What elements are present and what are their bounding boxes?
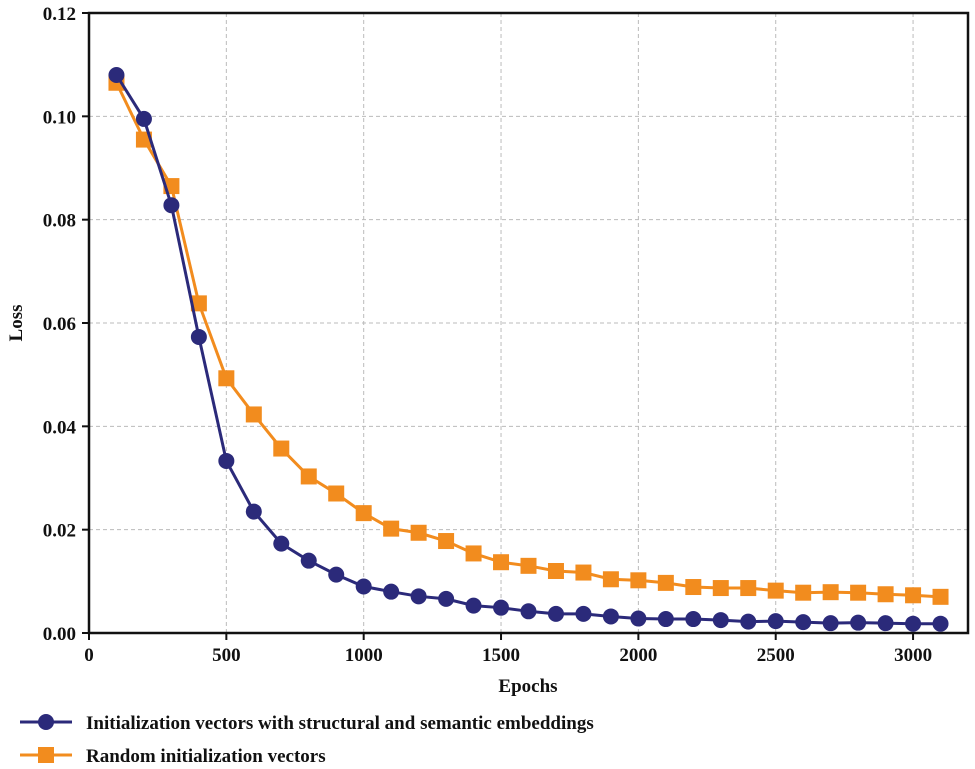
ticks: 0 500 1000 1500 2000 2500 3000 0.00 0.02 0.04 0.06…: [43, 4, 932, 666]
x-tick-label: 2000: [619, 645, 657, 666]
data-point-circle: [877, 615, 894, 632]
data-point-circle: [767, 613, 784, 630]
data-point-circle: [740, 613, 757, 630]
data-point-square: [547, 563, 564, 579]
data-point-square: [410, 524, 427, 541]
data-point-circle: [795, 614, 812, 631]
data-point-circle: [850, 614, 867, 631]
data-point-square: [795, 584, 812, 601]
data-point-circle: [520, 603, 537, 620]
data-point-square: [712, 580, 729, 597]
x-tick-label: 1000: [345, 645, 383, 666]
data-point-circle: [630, 610, 647, 627]
data-point-square: [657, 574, 674, 591]
y-tick-label: 0.12: [43, 4, 76, 25]
x-axis-label: Epochs: [498, 676, 557, 697]
data-point-circle: [932, 615, 949, 632]
x-tick-label: 1500: [482, 645, 520, 666]
data-point-circle: [575, 605, 592, 622]
y-axis-label: Loss: [6, 305, 27, 342]
data-point-circle: [190, 328, 207, 345]
data-point-square: [630, 572, 647, 589]
data-point-square: [355, 505, 372, 522]
data-point-square: [493, 554, 510, 571]
data-point-square: [575, 564, 592, 581]
data-point-circle: [218, 452, 235, 469]
y-tick-label: 0.06: [43, 314, 76, 335]
data-point-circle: [383, 583, 400, 600]
y-tick-label: 0.00: [43, 624, 76, 645]
y-tick-label: 0.02: [43, 521, 76, 542]
data-point-square: [932, 588, 949, 605]
data-point-circle: [547, 605, 564, 622]
data-point-square: [190, 295, 207, 312]
series-layer: [108, 67, 949, 632]
data-point-square: [822, 584, 839, 601]
legend-marker-square: [38, 747, 54, 763]
legend-item-structural: Initialization vectors with structural a…: [20, 713, 594, 734]
data-point-circle: [163, 197, 180, 214]
data-point-circle: [135, 110, 152, 127]
data-point-circle: [822, 615, 839, 632]
data-point-circle: [328, 566, 345, 583]
data-point-circle: [410, 588, 427, 605]
data-point-circle: [657, 611, 674, 628]
data-point-circle: [905, 615, 922, 632]
data-point-square: [520, 557, 537, 574]
data-point-square: [300, 468, 317, 485]
data-point-circle: [300, 552, 317, 569]
grid: [89, 13, 968, 633]
data-point-circle: [438, 590, 455, 607]
x-tick-label: 500: [212, 645, 241, 666]
legend: Initialization vectors with structural a…: [20, 713, 594, 767]
series-line-0: [115, 74, 941, 626]
y-tick-label: 0.10: [43, 107, 76, 128]
data-point-square: [905, 587, 922, 604]
data-point-circle: [273, 535, 290, 552]
data-point-circle: [712, 612, 729, 629]
data-point-square: [850, 584, 867, 601]
x-tick-label: 0: [84, 645, 94, 666]
legend-label-structural: Initialization vectors with structural a…: [86, 713, 594, 734]
data-point-circle: [493, 599, 510, 616]
data-point-square: [383, 520, 400, 537]
legend-label-random: Random initialization vectors: [86, 746, 326, 767]
y-tick-label: 0.08: [43, 211, 76, 232]
data-point-square: [767, 582, 784, 599]
data-point-square: [328, 485, 345, 502]
y-tick-label: 0.04: [43, 417, 77, 438]
data-point-circle: [245, 503, 262, 520]
data-point-square: [602, 571, 619, 588]
data-point-square: [438, 533, 455, 550]
series-line-1: [115, 82, 941, 599]
data-point-circle: [108, 67, 125, 83]
data-point-square: [218, 370, 235, 387]
data-point-circle: [685, 611, 702, 628]
data-point-square: [245, 406, 262, 423]
data-point-circle: [602, 608, 619, 625]
data-point-square: [685, 579, 702, 596]
data-point-circle: [355, 578, 372, 595]
x-tick-label: 2500: [757, 645, 795, 666]
data-point-square: [465, 545, 482, 562]
data-point-square: [740, 580, 757, 597]
legend-marker-circle: [38, 714, 54, 730]
data-point-square: [877, 586, 894, 603]
data-point-square: [273, 440, 290, 457]
legend-item-random: Random initialization vectors: [20, 746, 326, 767]
plot-frame: [87, 11, 970, 635]
data-point-circle: [465, 597, 482, 614]
x-tick-label: 3000: [894, 645, 932, 666]
